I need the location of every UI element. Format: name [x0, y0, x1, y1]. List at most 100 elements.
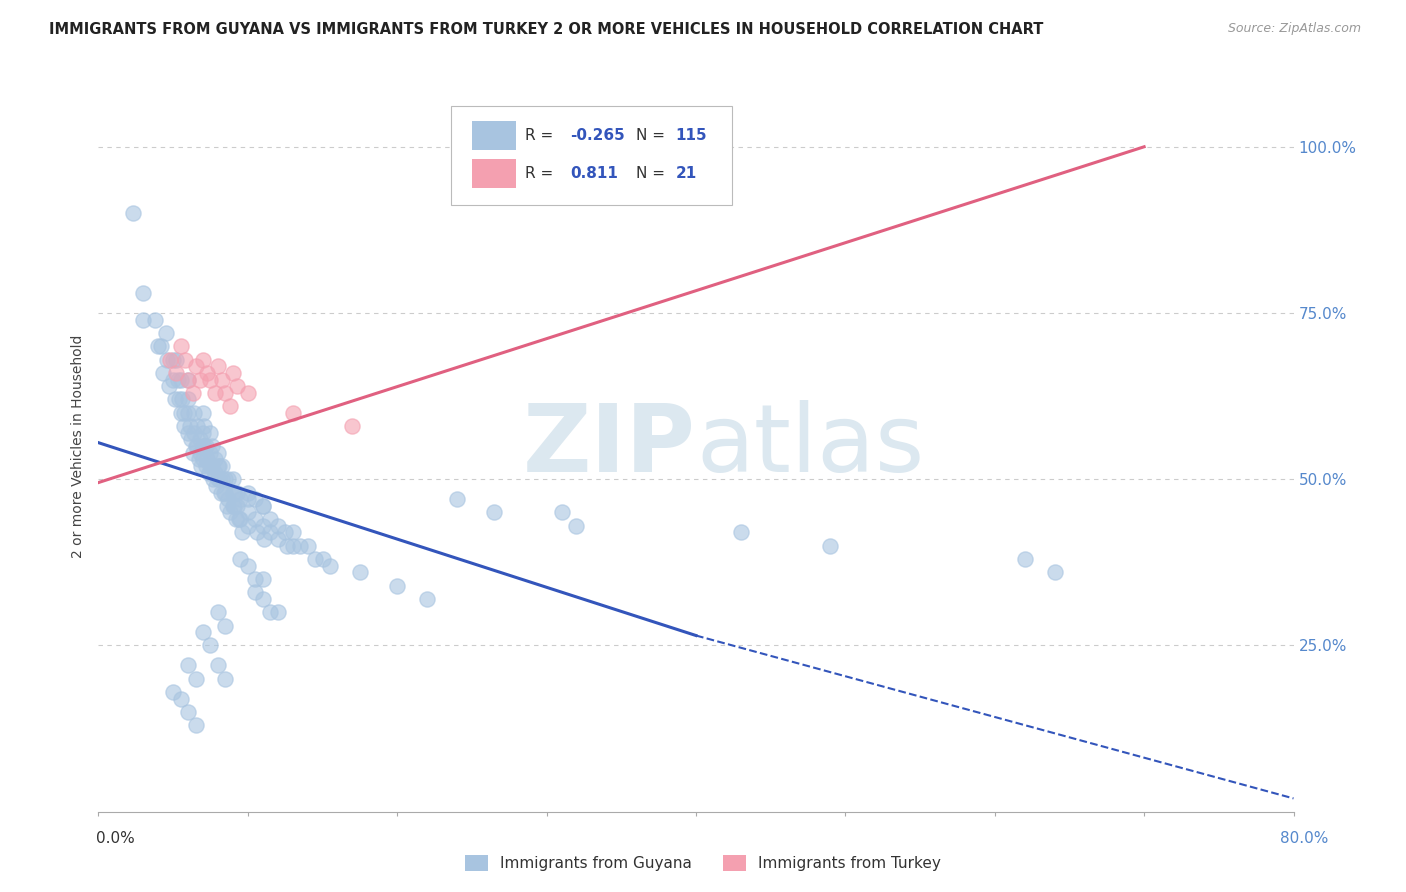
Point: [162, 372, 184, 386]
Point: [177, 425, 200, 440]
Point: [191, 425, 214, 440]
Point: [191, 439, 214, 453]
Point: [217, 472, 239, 486]
Point: [163, 392, 186, 407]
Point: [156, 352, 179, 367]
Point: [236, 506, 259, 520]
Text: 0.811: 0.811: [571, 166, 619, 181]
Point: [236, 518, 259, 533]
Point: [181, 385, 204, 400]
Point: [165, 352, 187, 367]
Point: [214, 472, 236, 486]
Point: [132, 286, 155, 301]
Point: [342, 419, 364, 434]
Point: [222, 485, 245, 500]
Text: R =: R =: [524, 128, 554, 143]
Point: [207, 472, 229, 486]
Point: [222, 499, 245, 513]
Point: [177, 372, 200, 386]
Point: [159, 352, 181, 367]
Y-axis label: 2 or more Vehicles in Household: 2 or more Vehicles in Household: [72, 334, 86, 558]
Point: [207, 458, 229, 473]
Point: [217, 492, 239, 507]
Point: [236, 385, 259, 400]
Point: [236, 485, 259, 500]
Point: [181, 445, 204, 459]
Point: [155, 326, 177, 340]
Point: [224, 485, 246, 500]
Point: [197, 366, 219, 380]
Point: [253, 532, 276, 546]
Point: [208, 472, 231, 486]
Point: [209, 485, 232, 500]
Point: [172, 392, 194, 407]
Point: [1043, 566, 1066, 580]
Point: [162, 685, 184, 699]
Point: [169, 691, 191, 706]
Point: [205, 479, 228, 493]
Point: [1014, 552, 1036, 566]
Point: [281, 539, 304, 553]
Point: [212, 485, 235, 500]
Point: [245, 585, 267, 599]
Point: [204, 385, 226, 400]
Point: [222, 472, 245, 486]
Point: [184, 718, 207, 732]
Point: [207, 445, 229, 459]
Point: [252, 518, 274, 533]
Point: [259, 605, 281, 619]
Point: [177, 658, 200, 673]
Text: N =: N =: [636, 166, 665, 181]
Point: [281, 406, 304, 420]
FancyBboxPatch shape: [472, 160, 516, 188]
Point: [184, 672, 207, 686]
Point: [200, 445, 222, 459]
Point: [184, 439, 207, 453]
Point: [311, 552, 333, 566]
Point: [820, 539, 842, 553]
Point: [231, 525, 253, 540]
Point: [169, 372, 191, 386]
Point: [180, 433, 202, 447]
Point: [198, 466, 221, 480]
Text: N =: N =: [636, 128, 665, 143]
Point: [222, 366, 245, 380]
Text: ZIP: ZIP: [523, 400, 696, 492]
Point: [179, 419, 201, 434]
Point: [177, 372, 200, 386]
FancyBboxPatch shape: [451, 106, 733, 204]
Point: [211, 372, 233, 386]
Text: IMMIGRANTS FROM GUYANA VS IMMIGRANTS FROM TURKEY 2 OR MORE VEHICLES IN HOUSEHOLD: IMMIGRANTS FROM GUYANA VS IMMIGRANTS FRO…: [49, 22, 1043, 37]
Point: [187, 452, 209, 467]
Point: [200, 458, 222, 473]
Point: [281, 525, 304, 540]
Point: [245, 572, 267, 586]
Point: [173, 406, 195, 420]
Point: [186, 419, 208, 434]
Point: [191, 625, 214, 640]
Point: [197, 452, 219, 467]
Point: [183, 406, 205, 420]
Point: [288, 539, 311, 553]
Text: atlas: atlas: [696, 400, 924, 492]
Point: [215, 499, 238, 513]
Point: [201, 458, 224, 473]
Point: [214, 618, 236, 632]
Point: [148, 339, 170, 353]
Point: [152, 366, 174, 380]
Point: [236, 558, 259, 573]
Point: [245, 512, 267, 526]
Point: [225, 512, 247, 526]
Point: [132, 312, 155, 326]
Text: 0.0%: 0.0%: [96, 831, 135, 846]
Point: [267, 605, 290, 619]
Text: 80.0%: 80.0%: [1281, 831, 1329, 846]
Text: 21: 21: [676, 166, 697, 181]
Point: [252, 572, 274, 586]
Point: [228, 512, 250, 526]
Point: [245, 492, 267, 507]
Point: [252, 499, 274, 513]
Point: [157, 379, 180, 393]
Point: [226, 485, 249, 500]
Point: [319, 558, 342, 573]
